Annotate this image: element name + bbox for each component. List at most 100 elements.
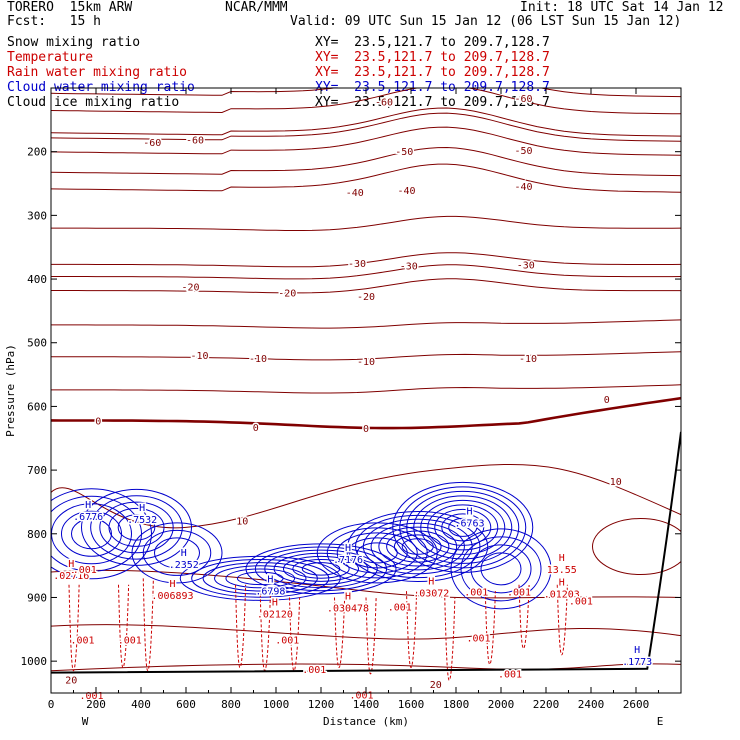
cloud-water-max-H: H <box>345 543 351 554</box>
isotherm-label: -20 <box>181 283 199 294</box>
rain-contour-label: .001 <box>466 634 490 645</box>
isotherm-label: -60 <box>514 94 532 105</box>
rain-contour-label: .001 <box>70 636 94 647</box>
isotherm-label: -40 <box>397 186 415 197</box>
field-xy: XY= 23.5,121.7 to 209.7,128.7 <box>315 35 550 50</box>
y-tick-label: 700 <box>27 464 47 477</box>
rain-water-contour <box>235 584 247 669</box>
rain-contour-label: .001 <box>464 588 488 599</box>
isotherm-label: -10 <box>249 354 267 365</box>
isotherm-line <box>51 351 681 361</box>
rain-contour-label: .001 <box>569 597 593 608</box>
cloud-water-contour <box>399 486 527 569</box>
cloud-water-contour <box>99 501 174 554</box>
y-tick-label: 900 <box>27 591 47 604</box>
rain-water-contour <box>365 597 377 675</box>
center-title: NCAR/MMM <box>225 0 288 15</box>
rain-water-max-value: .030478 <box>327 603 369 614</box>
rain-contour-label: .001 <box>302 665 326 676</box>
x-tick-label: 0 <box>48 698 55 711</box>
rain-water-contour <box>259 594 271 672</box>
rain-water-max-value: 13.55 <box>547 565 577 576</box>
field-xy: XY= 23.5,121.7 to 209.7,128.7 <box>315 65 550 80</box>
isotherm-label: -30 <box>517 260 535 271</box>
rain-contour-label: .001 <box>388 602 412 613</box>
cloud-water-contour <box>392 481 534 573</box>
isotherm-label: -50 <box>514 146 532 157</box>
x-tick-label: 200 <box>86 698 106 711</box>
isotherm-label: -20 <box>278 288 296 299</box>
rain-water-max-H: H <box>345 591 351 602</box>
y-tick-label: 800 <box>27 528 47 541</box>
isotherm-line <box>51 107 681 137</box>
rain-contour-label: .001 <box>507 588 531 599</box>
cloud-water-max-H: H <box>267 575 273 586</box>
field-label: Cloud water mixing ratio <box>7 80 195 95</box>
rain-water-contour <box>68 584 80 672</box>
cloud-water-contour <box>90 495 183 560</box>
isotherm-line <box>51 663 681 672</box>
isotherm-label: 0 <box>604 395 610 406</box>
y-axis-label: Pressure (hPa) <box>4 344 17 437</box>
east-end-label: E <box>657 715 664 728</box>
y-tick-label: 600 <box>27 400 47 413</box>
isotherm-line <box>51 88 681 115</box>
isotherm-label: 10 <box>610 477 622 488</box>
west-end-label: W <box>82 715 89 728</box>
isotherm-label: -60 <box>375 97 393 108</box>
isotherm-line <box>51 569 681 599</box>
cloud-water-contour <box>336 532 418 574</box>
rain-water-contour <box>118 584 130 669</box>
cloud-water-max-value: .6776 <box>73 512 103 523</box>
cloud-water-contour <box>448 517 478 537</box>
isotherm-label: -60 <box>143 138 161 149</box>
cloud-water-contour <box>225 568 296 589</box>
isotherm-label: -40 <box>346 188 364 199</box>
cloud-water-max-value: .6798 <box>255 587 285 598</box>
cloud-water-max-value: .1773 <box>622 657 652 668</box>
rain-contour-label: .001 <box>498 669 522 680</box>
cloud-water-max-H: H <box>466 507 472 518</box>
isotherm-label: 20 <box>65 676 77 687</box>
cloud-water-contour <box>273 552 369 585</box>
isotherm-label: 10 <box>236 516 248 527</box>
cloud-water-max-H: H <box>139 503 145 514</box>
plot-contents <box>51 88 681 681</box>
cloud-water-contour <box>347 511 489 583</box>
cloud-water-max-H: H <box>85 500 91 511</box>
cloud-water-contour <box>301 562 341 576</box>
isotherm-line <box>51 146 681 177</box>
isotherm-line <box>51 126 681 156</box>
isotherm-label: -50 <box>395 147 413 158</box>
x-tick-label: 600 <box>176 698 196 711</box>
rain-water-max-value: .01203 <box>544 589 580 600</box>
cloud-water-contour <box>346 537 408 569</box>
rain-water-max-value: .03072 <box>413 589 449 600</box>
valid-time: Valid: 09 UTC Sun 15 Jan 12 (06 LST Sun … <box>290 14 682 29</box>
isotherm-label: 20 <box>430 680 442 691</box>
field-xy: XY= 23.5,121.7 to 209.7,128.7 <box>315 95 550 110</box>
isotherm-line <box>51 215 681 231</box>
field-label: Rain water mixing ratio <box>7 65 188 80</box>
isotherm-line <box>51 624 681 640</box>
isotherm-line <box>51 319 681 329</box>
rain-contour-label: .001 <box>73 565 97 576</box>
x-tick-label: 800 <box>221 698 241 711</box>
cloud-water-contour <box>427 504 499 551</box>
forecast-hour: Fcst: 15 h <box>7 14 101 29</box>
cloud-water-contour <box>420 499 506 555</box>
isotherm-label: 0 <box>253 423 259 434</box>
cloud-water-max-value: .6763 <box>454 519 484 530</box>
rain-water-contour <box>556 584 568 656</box>
y-tick-label: 500 <box>27 337 47 350</box>
isotherm-line <box>51 88 681 98</box>
cloud-water-contour <box>142 529 212 576</box>
cloud-water-contour <box>450 528 552 610</box>
y-tick-label: 1000 <box>21 655 48 668</box>
isotherm-label: -40 <box>514 182 532 193</box>
rain-water-contour <box>289 597 301 672</box>
x-tick-label: 2000 <box>488 698 515 711</box>
x-tick-label: 2600 <box>623 698 650 711</box>
cloud-water-contour <box>434 508 492 546</box>
cloud-water-contour <box>470 544 532 594</box>
